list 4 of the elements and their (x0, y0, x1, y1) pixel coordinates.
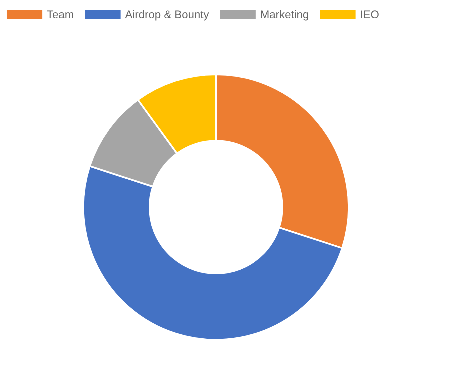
legend-label: Marketing (261, 10, 308, 21)
legend-label: Team (47, 10, 74, 19)
legend-label: IEO (361, 10, 379, 19)
legend-label: Airdrop & Bounty (125, 10, 210, 21)
